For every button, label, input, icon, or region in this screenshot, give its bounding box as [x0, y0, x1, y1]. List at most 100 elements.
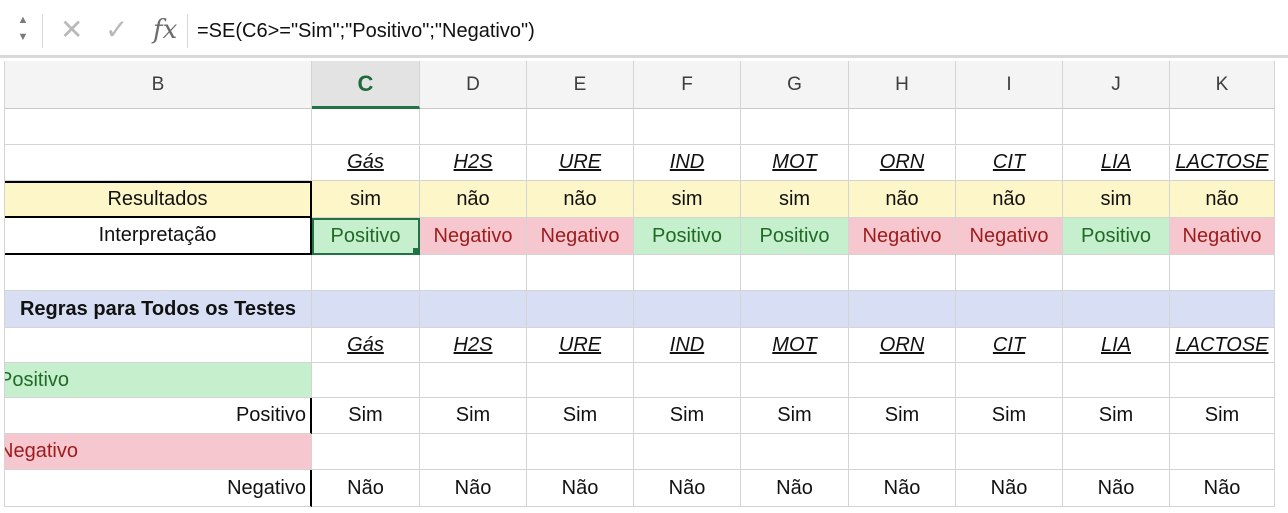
rules-test-name-cell[interactable]: URE	[527, 328, 634, 363]
cell[interactable]	[312, 363, 420, 398]
cell[interactable]	[956, 109, 1063, 145]
cell[interactable]	[1170, 255, 1275, 291]
interpretation-cell[interactable]: Negativo	[956, 218, 1063, 255]
cell[interactable]	[420, 291, 527, 328]
column-header-i[interactable]: I	[956, 61, 1063, 109]
cell[interactable]	[1063, 434, 1170, 470]
negative-rule-cell[interactable]: Não	[1063, 470, 1170, 507]
cell[interactable]	[312, 434, 420, 470]
cell[interactable]	[312, 291, 420, 328]
cell[interactable]	[1170, 109, 1275, 145]
cell[interactable]	[741, 109, 849, 145]
test-name-cell[interactable]: CIT	[956, 145, 1063, 181]
rules-test-name-cell[interactable]: H2S	[420, 328, 527, 363]
test-name-cell[interactable]: LACTOSE	[1170, 145, 1275, 181]
fill-handle[interactable]	[413, 248, 419, 254]
test-name-cell[interactable]: URE	[527, 145, 634, 181]
cell[interactable]	[312, 109, 420, 145]
cell[interactable]	[741, 255, 849, 291]
cell[interactable]	[527, 291, 634, 328]
column-header-j[interactable]: J	[1063, 61, 1170, 109]
cell[interactable]	[420, 255, 527, 291]
positive-rule-cell[interactable]: Sim	[1063, 398, 1170, 434]
cell[interactable]	[634, 363, 741, 398]
result-cell[interactable]: sim	[1063, 181, 1170, 218]
cell[interactable]	[1063, 363, 1170, 398]
cell[interactable]	[741, 434, 849, 470]
cell[interactable]	[1063, 109, 1170, 145]
negative-rule-cell[interactable]: Não	[1170, 470, 1275, 507]
cell[interactable]	[849, 363, 956, 398]
cell[interactable]	[312, 255, 420, 291]
test-name-cell[interactable]: H2S	[420, 145, 527, 181]
rules-test-name-cell[interactable]: LIA	[1063, 328, 1170, 363]
cell[interactable]	[956, 291, 1063, 328]
positive-label-cell[interactable]: Positivo	[5, 398, 312, 434]
result-cell[interactable]: sim	[634, 181, 741, 218]
test-name-cell[interactable]: Gás	[312, 145, 420, 181]
cell[interactable]	[5, 328, 312, 363]
negative-rule-cell[interactable]: Não	[527, 470, 634, 507]
cancel-icon[interactable]: ✕	[60, 14, 84, 45]
cell[interactable]	[5, 109, 312, 145]
result-cell[interactable]: não	[849, 181, 956, 218]
negative-rule-cell[interactable]: Não	[741, 470, 849, 507]
cell[interactable]	[527, 363, 634, 398]
cell[interactable]	[956, 434, 1063, 470]
arrow-up-icon[interactable]: ▲	[17, 14, 29, 26]
insert-function-icon[interactable]: fx	[153, 15, 178, 45]
column-header-c[interactable]: C	[312, 61, 420, 109]
cell[interactable]	[634, 109, 741, 145]
cell[interactable]	[849, 434, 956, 470]
result-cell[interactable]: não	[527, 181, 634, 218]
cell[interactable]	[420, 363, 527, 398]
rules-title-cell[interactable]: Regras para Todos os Testes	[5, 291, 312, 328]
cell[interactable]	[634, 255, 741, 291]
rules-test-name-cell[interactable]: ORN	[849, 328, 956, 363]
positive-rule-cell[interactable]: Sim	[741, 398, 849, 434]
interpretation-cell[interactable]: Negativo	[1170, 218, 1275, 255]
cell[interactable]	[420, 109, 527, 145]
cell[interactable]	[849, 255, 956, 291]
formula-input[interactable]: =SE(C6>="Sim";"Positivo";"Negativo")	[197, 20, 535, 42]
column-header-b[interactable]: B	[5, 61, 312, 109]
test-name-cell[interactable]: IND	[634, 145, 741, 181]
column-header-h[interactable]: H	[849, 61, 956, 109]
test-name-cell[interactable]: ORN	[849, 145, 956, 181]
positive-rule-cell[interactable]: Sim	[1170, 398, 1275, 434]
negative-label-cell[interactable]: Negativo	[5, 470, 312, 507]
interpretation-cell[interactable]: Negativo	[527, 218, 634, 255]
column-header-f[interactable]: F	[634, 61, 741, 109]
cell[interactable]	[527, 255, 634, 291]
cell[interactable]	[5, 145, 312, 181]
negative-rule-cell[interactable]: Não	[634, 470, 741, 507]
interpretation-label-cell[interactable]: Interpretação	[5, 218, 312, 255]
rules-test-name-cell[interactable]: Gás	[312, 328, 420, 363]
cell[interactable]	[1170, 434, 1275, 470]
interpretation-cell-selected[interactable]: Positivo	[312, 218, 420, 255]
column-header-d[interactable]: D	[420, 61, 527, 109]
results-label-cell[interactable]: Resultados	[5, 181, 312, 218]
negative-rule-cell[interactable]: Não	[312, 470, 420, 507]
rules-test-name-cell[interactable]: MOT	[741, 328, 849, 363]
rules-test-name-cell[interactable]: IND	[634, 328, 741, 363]
negative-rule-cell[interactable]: Não	[420, 470, 527, 507]
result-cell[interactable]: sim	[741, 181, 849, 218]
positive-rule-cell[interactable]: Sim	[420, 398, 527, 434]
cell[interactable]	[527, 109, 634, 145]
interpretation-cell[interactable]: Positivo	[1063, 218, 1170, 255]
cell[interactable]	[527, 434, 634, 470]
name-box-stepper[interactable]: ▲ ▼	[14, 14, 32, 50]
cell[interactable]	[5, 255, 312, 291]
positive-rule-cell[interactable]: Sim	[849, 398, 956, 434]
cell[interactable]	[956, 363, 1063, 398]
rules-test-name-cell[interactable]: LACTOSE	[1170, 328, 1275, 363]
column-header-e[interactable]: E	[527, 61, 634, 109]
cell[interactable]	[741, 291, 849, 328]
cell[interactable]	[1170, 291, 1275, 328]
column-header-k[interactable]: K	[1170, 61, 1275, 109]
cell[interactable]	[1063, 291, 1170, 328]
cell[interactable]	[956, 255, 1063, 291]
positive-rule-cell[interactable]: Sim	[527, 398, 634, 434]
result-cell[interactable]: não	[1170, 181, 1275, 218]
